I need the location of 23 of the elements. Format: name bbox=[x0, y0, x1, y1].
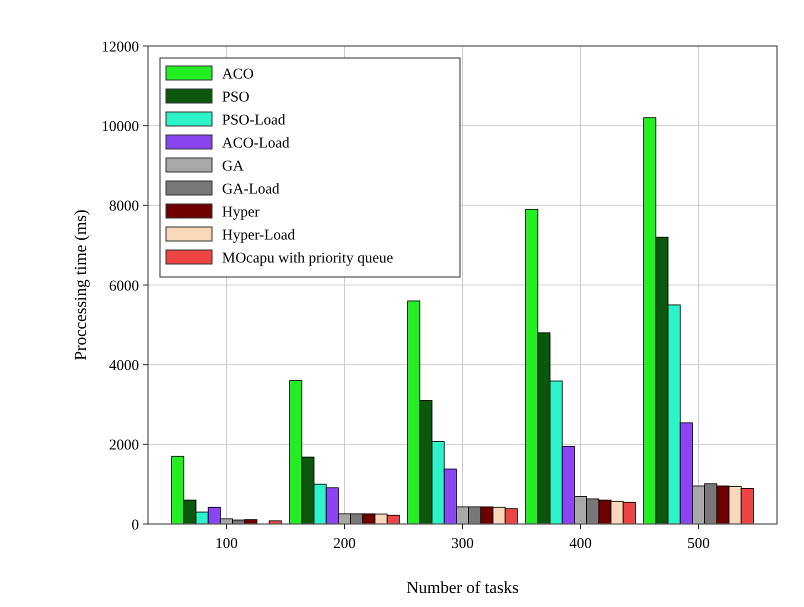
y-tick-label: 2000 bbox=[109, 438, 139, 454]
legend-label: GA-Load bbox=[222, 181, 280, 198]
legend-label: ACO bbox=[222, 66, 254, 82]
legend-label: MOcapu with priority queue bbox=[222, 250, 394, 266]
y-tick-label: 6000 bbox=[109, 278, 139, 294]
y-tick-label: 0 bbox=[132, 517, 139, 534]
legend-label: ACO-Load bbox=[222, 135, 290, 152]
x-tick-label: 200 bbox=[333, 536, 356, 552]
y-tick-label: 8000 bbox=[109, 198, 139, 215]
x-tick-label: 100 bbox=[215, 536, 238, 552]
legend-label: GA bbox=[222, 158, 244, 174]
y-tick-label: 12000 bbox=[102, 39, 139, 56]
x-tick-label: 300 bbox=[451, 536, 474, 552]
x-axis-title: Number of tasks bbox=[406, 578, 519, 597]
legend-label: Hyper-Load bbox=[222, 227, 296, 244]
legend-label: PSO-Load bbox=[222, 112, 286, 128]
legend-label: Hyper bbox=[222, 204, 260, 220]
x-tick-label: 500 bbox=[687, 536, 710, 552]
y-axis-title: Proccessing time (ms) bbox=[71, 209, 90, 361]
y-tick-label: 10000 bbox=[102, 118, 139, 135]
x-tick-label: 400 bbox=[569, 536, 592, 552]
y-tick-label: 4000 bbox=[109, 358, 139, 374]
legend-label: PSO bbox=[222, 89, 250, 106]
